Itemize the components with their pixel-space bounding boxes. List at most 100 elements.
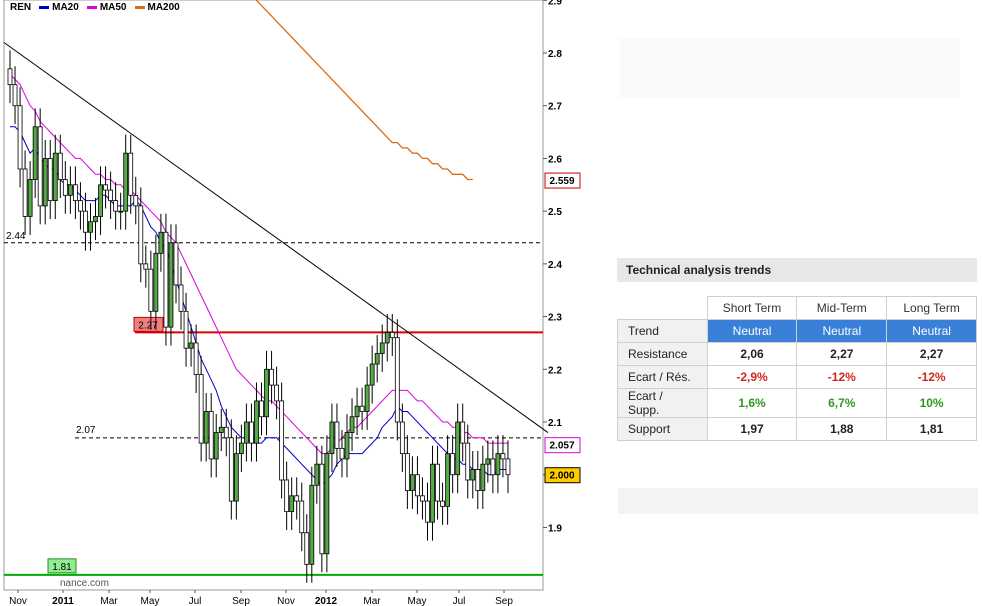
ta-row-label: Ecart / Supp. (617, 388, 708, 418)
candle-body (409, 474, 415, 491)
candle-body (364, 384, 370, 412)
candle-body (460, 421, 466, 444)
y-tick-label: 2.4 (548, 260, 562, 271)
candle-body (103, 184, 108, 191)
ta-row-ecart-res: Ecart / Rés. -2,9% -12% -12% (617, 365, 977, 389)
candle-body (455, 421, 461, 476)
price-box-last-label: 2.000 (549, 471, 574, 482)
candle-body (178, 284, 184, 312)
candle-body (133, 194, 139, 207)
y-tick-label: 2.3 (548, 313, 562, 324)
candle-body (329, 421, 335, 455)
candle-body (108, 189, 113, 202)
candle-body (52, 152, 58, 202)
legend-item-ma200: MA200 (134, 2, 180, 13)
ta-cell: 10% (886, 388, 977, 418)
candle-body (430, 463, 435, 523)
candle-body (279, 400, 285, 481)
candle-body (384, 331, 390, 344)
ta-cell: 1,88 (796, 417, 888, 441)
ta-row-label: Resistance (617, 342, 708, 366)
candle-body (163, 231, 169, 328)
ta-col-short-term: Short Term (706, 296, 798, 320)
legend-label-ma20: MA20 (52, 2, 79, 13)
candle-body (244, 421, 249, 444)
candle-body (188, 342, 194, 349)
chart-svg: 2.92.82.72.62.52.42.32.22.121.9Nov2011Ma… (3, 0, 581, 606)
level-label-244: 2.44 (6, 231, 26, 242)
bottom-smudge (618, 488, 978, 514)
candle-body (138, 205, 144, 265)
candle-body (83, 210, 88, 233)
candle-body (158, 231, 164, 254)
legend-ticker: REN (10, 2, 32, 13)
ma20-line (10, 126, 508, 487)
ma50-line (9, 73, 508, 455)
y-tick-label: 2.7 (548, 102, 562, 113)
candle-body (218, 426, 224, 433)
candle-body (213, 432, 219, 460)
candle-body (294, 495, 300, 502)
candle-body (62, 179, 68, 196)
candle-body (425, 500, 430, 523)
chart-legend: REN MA20 MA50 MA200 (10, 2, 180, 13)
ta-cell: -12% (796, 365, 888, 389)
candle-body (470, 469, 476, 481)
ma200-line (255, 0, 473, 181)
candle-body (379, 342, 385, 354)
legend-swatch-ma50 (86, 6, 97, 9)
level-label-207: 2.07 (76, 425, 96, 436)
candle-body (324, 453, 330, 555)
candle-body (168, 242, 174, 328)
ta-cell: 2,27 (796, 342, 888, 366)
candle-body (445, 453, 451, 507)
candle-body (259, 400, 264, 418)
ta-row-label: Trend (617, 319, 708, 343)
candle-body (399, 421, 405, 455)
price-box-ma200-label: 2.559 (549, 176, 574, 187)
x-tick-label: 2012 (315, 596, 338, 606)
candle-body (420, 495, 425, 502)
candle-body (78, 200, 83, 212)
candle-body (334, 421, 340, 449)
candle-body (309, 484, 315, 565)
ta-header-row: Short Term Mid-Term Long Term (618, 296, 977, 320)
candle-body (359, 405, 365, 412)
candle-body (128, 152, 134, 196)
candle-body (394, 337, 400, 423)
candle-body (88, 221, 93, 233)
candle-body (435, 463, 440, 502)
candle-body (57, 152, 63, 180)
candle-body (319, 463, 325, 555)
candle-body (67, 184, 73, 196)
plot-area (3, 0, 544, 591)
y-tick-label: 2.9 (548, 0, 562, 7)
candle-body (27, 179, 33, 217)
ta-row-support: Support 1,97 1,88 1,81 (617, 417, 977, 441)
candle-body (344, 432, 350, 460)
candle-body (490, 458, 496, 476)
candle-body (450, 453, 456, 476)
candle-body (495, 453, 501, 476)
candle-body (349, 416, 355, 433)
ta-cell: -2,9% (706, 365, 798, 389)
ta-row-label: Support (617, 417, 708, 441)
ta-cell: 2,06 (706, 342, 798, 366)
candle-body (223, 426, 229, 439)
legend-swatch-ma20 (39, 6, 50, 9)
candle-body (7, 68, 13, 86)
candle-body (193, 342, 199, 375)
y-tick-label: 2.2 (548, 365, 562, 376)
level-label-181: 1.81 (52, 562, 72, 573)
candle-body (183, 310, 189, 349)
candle-body (22, 168, 28, 217)
candle-body (123, 152, 129, 212)
y-tick-label: 2.5 (548, 207, 562, 218)
trendline (3, 42, 549, 433)
candle-body (500, 453, 506, 460)
candle-body (475, 469, 481, 491)
ta-cell: 1,81 (886, 417, 977, 441)
candle-body (118, 210, 124, 213)
ta-table: Short Term Mid-Term Long Term Trend Neut… (617, 296, 977, 441)
candle-body (98, 184, 103, 217)
